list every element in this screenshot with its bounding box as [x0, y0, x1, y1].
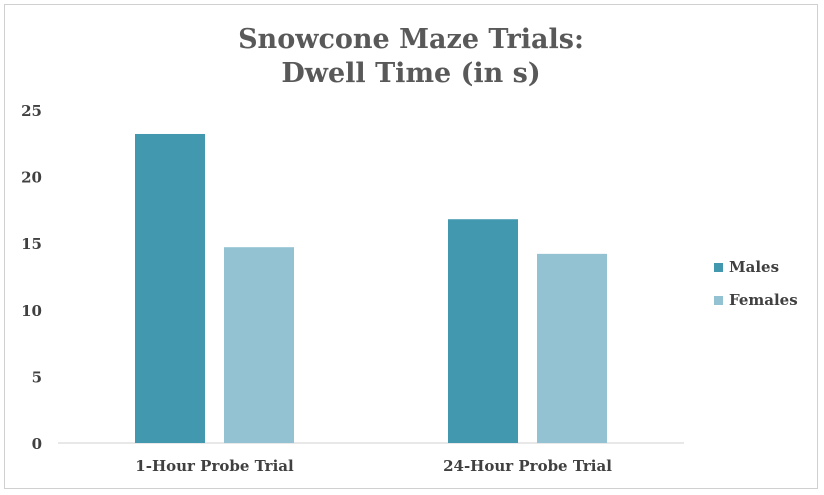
legend-label-females: Females — [729, 291, 798, 309]
y-tick-label: 5 — [32, 368, 42, 386]
x-category-label: 1-Hour Probe Trial — [135, 457, 294, 475]
x-category-label: 24-Hour Probe Trial — [443, 457, 612, 475]
legend-swatch-females — [714, 296, 723, 305]
bar-males-1 — [448, 219, 518, 443]
legend-label-males: Males — [729, 258, 779, 276]
legend: Males Females — [714, 258, 798, 309]
bar-males-0 — [135, 133, 205, 443]
bar-females-1 — [537, 253, 607, 443]
chart-title-line-1: Snowcone Maze Trials: — [238, 24, 584, 55]
y-tick-label: 15 — [21, 235, 42, 253]
y-tick-label: 20 — [21, 169, 42, 187]
bars — [135, 133, 607, 443]
y-tick-label: 10 — [21, 302, 42, 320]
y-tick-label: 0 — [32, 435, 42, 453]
chart-title-line-2: Dwell Time (in s) — [281, 58, 540, 89]
y-axis-ticks: 0 5 10 15 20 25 — [21, 102, 42, 453]
legend-swatch-males — [714, 263, 723, 272]
x-axis-categories: 1-Hour Probe Trial 24-Hour Probe Trial — [135, 457, 612, 475]
y-tick-label: 25 — [21, 102, 42, 120]
bar-females-0 — [224, 247, 294, 443]
